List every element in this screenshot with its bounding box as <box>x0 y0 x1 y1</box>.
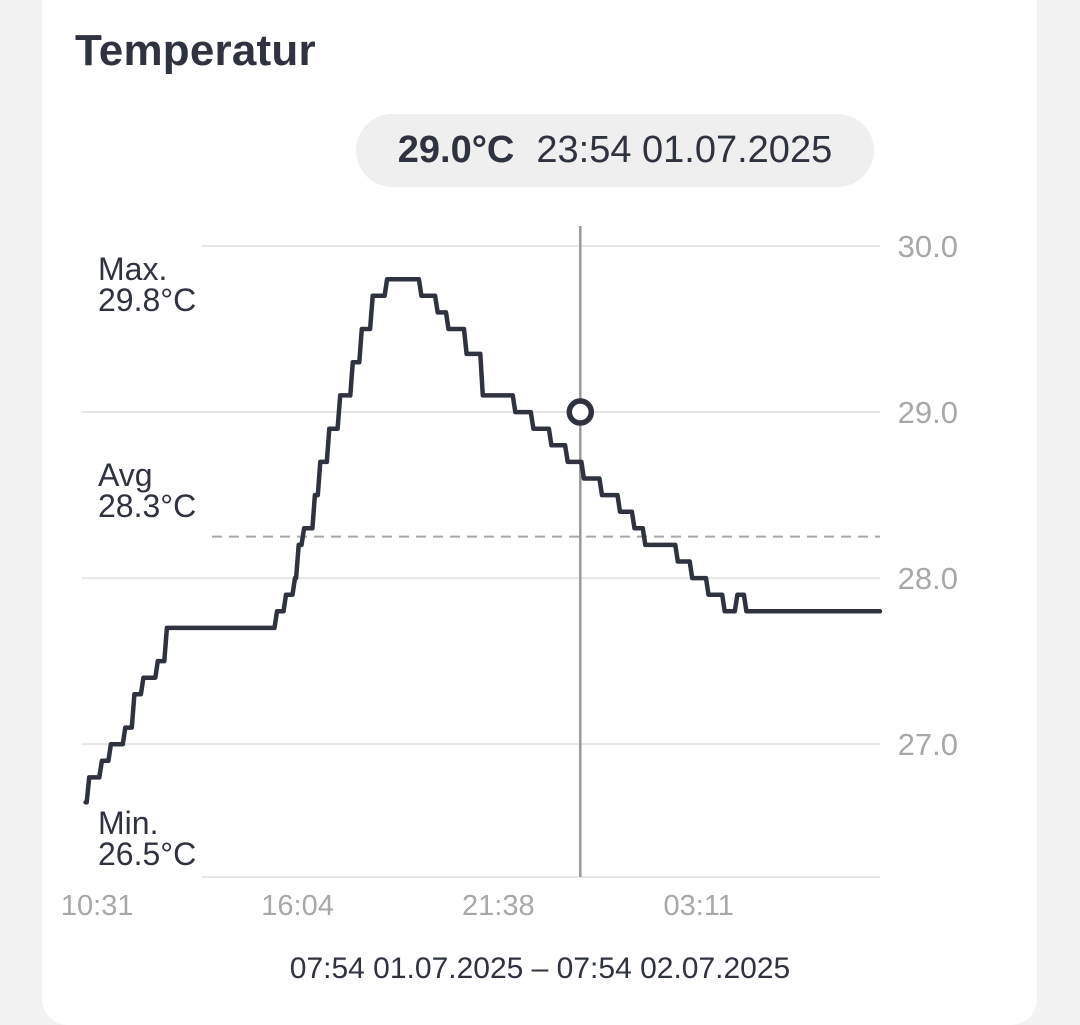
time-range: 07:54 01.07.2025 – 07:54 02.07.2025 <box>289 952 791 985</box>
min-value: 26.5°C <box>98 836 197 872</box>
max-value: 29.8°C <box>98 282 197 318</box>
cursor-point <box>566 398 595 426</box>
y-tick-label: 30.0 <box>898 229 958 264</box>
min-stat: Min. 26.5°C <box>98 805 197 872</box>
x-tick-label: 03:11 <box>664 890 734 922</box>
y-tick-label: 29.0 <box>898 395 958 430</box>
min-label: Min. <box>98 805 159 841</box>
y-tick-label: 28.0 <box>898 561 958 596</box>
tooltip-value: 29.0°C <box>397 129 515 171</box>
x-tick-label: 16:04 <box>261 890 334 922</box>
x-tick-label: 21:38 <box>462 890 535 922</box>
temperature-series-line <box>83 276 883 805</box>
avg-label: Avg <box>98 457 153 493</box>
tooltip-datetime: 23:54 01.07.2025 <box>536 129 833 171</box>
y-tick-label: 27.0 <box>898 727 958 762</box>
x-tick-label: 10:31 <box>61 890 134 922</box>
max-stat: Max. 29.8°C <box>98 251 197 318</box>
avg-value: 28.3°C <box>98 488 197 524</box>
avg-stat: Avg 28.3°C <box>98 457 197 524</box>
value-tooltip: 29.0°C 23:54 01.07.2025 <box>356 114 874 187</box>
card-title: Temperatur <box>75 26 316 75</box>
max-label: Max. <box>98 251 168 287</box>
